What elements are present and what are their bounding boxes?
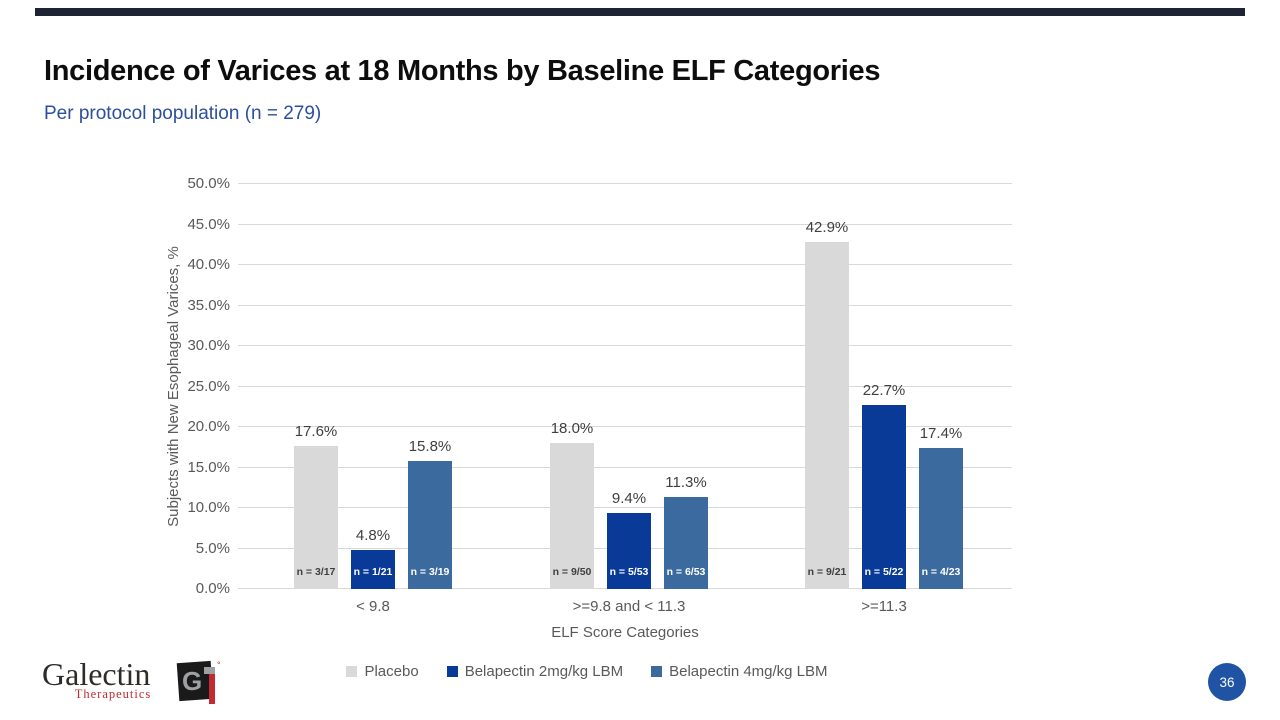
gridline — [238, 223, 1012, 225]
bar-value-label: 15.8% — [408, 438, 452, 456]
y-tick-label: 10.0% — [187, 499, 230, 516]
page-number-badge: 36 — [1208, 663, 1246, 701]
legend-item: Belapectin 4mg/kg LBM — [651, 663, 828, 680]
gridline — [238, 345, 1012, 346]
chart-legend: Placebo Belapectin 2mg/kg LBM Belapectin 4… — [200, 663, 974, 680]
bar-value-label: 17.6% — [294, 423, 338, 441]
legend-item: Placebo — [346, 663, 419, 680]
bar-n-label: n = 3/19 — [410, 566, 450, 578]
logo-subtitle-text: Therapeutics — [74, 687, 152, 701]
bar-n-label: n = 5/22 — [864, 566, 904, 578]
y-tick-label: 30.0% — [187, 337, 230, 354]
logo-g-glyph: G — [182, 666, 203, 696]
gridline — [238, 426, 1012, 427]
logo-t-arm-shape — [204, 667, 215, 674]
logo-name-text: Galectin — [42, 656, 151, 692]
legend-swatch-icon — [446, 666, 458, 677]
gridline — [238, 183, 1012, 184]
y-tick-label: 50.0% — [187, 175, 230, 192]
legend-swatch-icon — [651, 666, 663, 677]
bar-value-label: 4.8% — [355, 527, 391, 545]
bar-placebo-2 — [805, 241, 849, 589]
y-tick-label: 25.0% — [187, 377, 230, 395]
bar-value-label: 42.9% — [805, 218, 849, 236]
bar-belapectin-4mg-kg-lbm-2 — [919, 448, 963, 589]
top-accent-bar — [35, 8, 1245, 16]
legend-label: Placebo — [364, 663, 419, 680]
bar-n-label: n = 9/50 — [552, 566, 592, 578]
y-tick-label: 15.0% — [187, 458, 230, 476]
x-tick-label: >=11.3 — [861, 598, 907, 615]
y-tick-label: 45.0% — [187, 215, 230, 233]
bar-n-label: n = 9/21 — [807, 566, 847, 578]
y-tick-label: 0.0% — [195, 580, 230, 597]
bar-n-label: n = 6/53 — [666, 566, 706, 578]
bar-belapectin-4mg-kg-lbm-0 — [408, 461, 452, 589]
gridline — [238, 264, 1012, 265]
bar-belapectin-2mg-kg-lbm-2 — [862, 405, 906, 589]
logo-t-stem-shape — [209, 674, 215, 704]
legend-label: Belapectin 4mg/kg LBM — [669, 663, 828, 680]
bar-chart-plot-area: 17.6% n = 3/17 18.0% n = 9/50 42.9% n = 9/21 4… — [238, 183, 1012, 589]
legend-label: Belapectin 2mg/kg LBM — [464, 663, 624, 680]
bar-value-label: 11.3% — [665, 474, 707, 492]
y-tick-label: 35.0% — [187, 296, 230, 314]
gridline — [238, 507, 1012, 508]
gridline — [238, 466, 1012, 468]
bar-n-label: n = 4/23 — [921, 566, 961, 578]
page-title: Incidence of Varices at 18 Months by Bas… — [44, 55, 881, 87]
bar-value-label: 9.4% — [611, 489, 647, 507]
gridline — [238, 385, 1012, 387]
legend-swatch-icon — [346, 666, 358, 677]
bar-belapectin-4mg-kg-lbm-1 — [664, 497, 708, 589]
x-axis-title: ELF Score Categories — [551, 624, 699, 641]
y-tick-label: 40.0% — [187, 256, 230, 273]
bar-belapectin-2mg-kg-lbm-1 — [607, 512, 651, 589]
legend-item: Belapectin 2mg/kg LBM — [446, 663, 624, 680]
gridline — [238, 304, 1012, 306]
bar-n-label: n = 5/53 — [609, 566, 649, 578]
bar-n-label: n = 3/17 — [296, 566, 336, 578]
x-tick-label: < 9.8 — [356, 598, 390, 615]
bar-value-label: 22.7% — [862, 382, 906, 400]
page-subtitle: Per protocol population (n = 279) — [44, 103, 322, 124]
registered-mark-icon: ° — [217, 660, 221, 670]
y-tick-label: 5.0% — [195, 539, 230, 557]
x-tick-label: >=9.8 and < 11.3 — [572, 598, 686, 615]
bar-value-label: 17.4% — [919, 425, 963, 443]
bar-placebo-0 — [294, 446, 338, 589]
galectin-gt-icon: G ° — [176, 658, 222, 706]
galectin-logo: Galectin Therapeutics G ° — [42, 656, 242, 712]
bar-n-label: n = 1/21 — [353, 566, 393, 578]
bar-belapectin-2mg-kg-lbm-0 — [351, 550, 395, 589]
bar-placebo-1 — [550, 443, 594, 589]
y-tick-label: 20.0% — [187, 418, 230, 435]
bar-value-label: 18.0% — [550, 420, 594, 438]
